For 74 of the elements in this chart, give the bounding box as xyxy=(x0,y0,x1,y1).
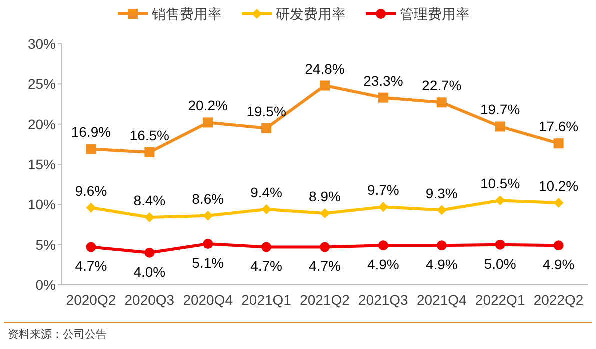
point xyxy=(554,240,564,251)
point xyxy=(495,196,506,206)
point xyxy=(436,240,447,251)
x-tick-label: 2020Q3 xyxy=(124,292,175,308)
data-label: 4.0% xyxy=(134,264,166,280)
data-label: 4.9% xyxy=(426,256,458,273)
point xyxy=(262,204,272,214)
text: 资料来源：公司公告 xyxy=(8,328,107,341)
point xyxy=(495,240,506,250)
data-label: 22.7% xyxy=(422,78,462,94)
y-tick-label: 20% xyxy=(28,116,56,132)
y-tick-label: 15% xyxy=(28,156,56,172)
data-label: 5.1% xyxy=(192,255,224,272)
point xyxy=(436,205,447,216)
point xyxy=(554,138,564,149)
data-label: 17.6% xyxy=(538,118,579,135)
data-label: 4.9% xyxy=(367,256,400,273)
data-label: 4.7% xyxy=(309,258,341,274)
point xyxy=(262,242,272,252)
x-tick-label: 2022Q2 xyxy=(534,292,584,308)
x-tick-label: 2021Q3 xyxy=(358,292,409,308)
point xyxy=(144,248,155,258)
point xyxy=(554,198,564,208)
x-tick-label: 2020Q4 xyxy=(183,292,234,308)
data-label: 19.5% xyxy=(246,103,286,120)
y-tick-label: 0% xyxy=(36,277,56,293)
data-label: 8.9% xyxy=(309,188,341,205)
data-label: 4.7% xyxy=(75,258,108,274)
data-label: 20.2% xyxy=(188,98,228,114)
point xyxy=(86,144,96,154)
legend-label: 研发费用率 xyxy=(276,6,346,22)
y-tick-label: 25% xyxy=(28,76,56,92)
point xyxy=(436,98,447,108)
point xyxy=(203,118,214,128)
data-label: 9.7% xyxy=(367,182,400,198)
data-label: 9.4% xyxy=(250,184,283,200)
data-label: 5.0% xyxy=(484,256,516,272)
point xyxy=(144,212,155,223)
y-tick-label: 10% xyxy=(28,196,56,213)
legend-label: 销售费用率 xyxy=(151,6,222,22)
data-label: 23.3% xyxy=(364,72,404,89)
y-tick-label: 30% xyxy=(28,36,56,52)
data-label: 4.7% xyxy=(250,258,283,274)
point xyxy=(320,242,330,252)
point xyxy=(320,208,330,219)
point xyxy=(203,239,214,250)
point xyxy=(144,147,155,158)
legend-label: 管理费用率 xyxy=(400,6,470,22)
data-label: 9.3% xyxy=(426,185,458,202)
point xyxy=(203,210,214,221)
point xyxy=(86,202,96,213)
point xyxy=(495,122,506,132)
x-tick-label: 2021Q1 xyxy=(242,292,292,308)
data-label: 8.6% xyxy=(192,190,224,207)
data-label: 9.6% xyxy=(75,182,108,199)
x-tick-label: 2021Q4 xyxy=(416,292,468,308)
x-tick-label: 2022Q1 xyxy=(475,292,526,308)
data-label: 8.4% xyxy=(134,192,166,209)
x-tick-label: 2020Q2 xyxy=(66,292,116,308)
data-label: 10.5% xyxy=(480,176,520,192)
data-label: 16.9% xyxy=(71,124,112,140)
data-label: 24.8% xyxy=(305,60,345,77)
point xyxy=(86,242,96,252)
point xyxy=(262,123,272,134)
data-label: 10.2% xyxy=(538,178,579,194)
x-tick-label: 2021Q2 xyxy=(300,292,350,308)
data-label: 19.7% xyxy=(480,102,520,118)
point xyxy=(378,202,388,212)
data-label: 16.5% xyxy=(130,127,170,144)
point xyxy=(378,92,388,103)
y-tick-label: 5% xyxy=(36,236,56,253)
point xyxy=(378,240,388,251)
point xyxy=(320,80,330,91)
data-label: 4.9% xyxy=(542,256,575,273)
